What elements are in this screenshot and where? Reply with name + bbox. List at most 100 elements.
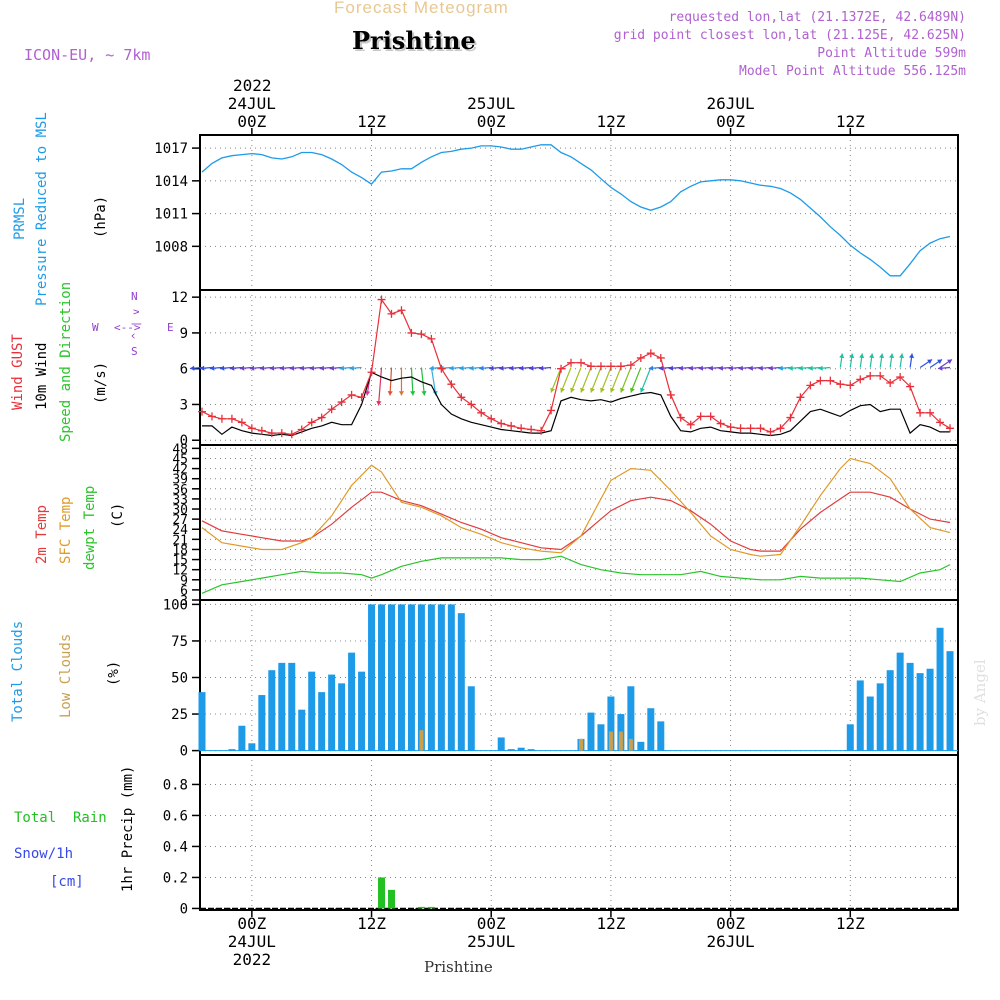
cloud-bar-total — [288, 662, 296, 751]
wind-arrow-head — [289, 365, 295, 371]
wind-arrow-head — [808, 365, 813, 371]
gust-marker — [916, 408, 925, 417]
cloud-bar-total — [198, 692, 206, 751]
y-tick-label: 1008 — [154, 239, 188, 255]
gust-marker — [806, 381, 815, 390]
wind-arrow-head — [818, 365, 823, 371]
gust-marker — [616, 362, 625, 371]
cloud-bar-total — [926, 668, 934, 751]
wind-arrow — [610, 367, 622, 393]
temp-dew-label: dewpt Temp — [82, 485, 98, 570]
wind-arrow-head — [469, 365, 474, 371]
cloud-bar-total — [886, 670, 894, 751]
cloud-bar-total — [328, 674, 336, 751]
wind-arrow-head — [768, 365, 773, 371]
wind-arrow-head — [937, 359, 943, 365]
credit-watermark: by Angel — [971, 659, 989, 726]
compass-arrows: <--> — [114, 321, 141, 334]
compass: N W <--> E S ^ | v — [88, 289, 178, 359]
cloud-bar-total — [856, 680, 864, 751]
gust-marker — [786, 413, 795, 422]
gust-label: Wind GUST — [10, 334, 26, 410]
wind-arrow — [550, 367, 562, 393]
wind-arrow-head — [688, 365, 694, 371]
x-year-label-bottom: 2022 — [233, 950, 272, 969]
gust-marker — [367, 368, 376, 377]
gust-marker — [766, 427, 775, 436]
y-tick-label: 1011 — [154, 207, 188, 223]
pressure-line — [201, 144, 951, 277]
wind-arrow-head — [738, 365, 744, 371]
wind-arrow-head — [376, 401, 382, 406]
gust-marker — [676, 413, 685, 422]
cloud-bar-total — [637, 741, 645, 751]
temp-sfc-label: SFC Temp — [58, 496, 74, 564]
wind-arrow-head — [938, 365, 943, 371]
gust-marker — [686, 420, 695, 429]
cloud-bar-total — [497, 737, 505, 751]
x-tick-label-top: 00Z — [237, 112, 266, 131]
cloud-bar-low — [628, 738, 633, 751]
wind-arrow-head — [239, 365, 245, 371]
x-date-label-top: 25JUL — [467, 94, 515, 113]
compass-west: W — [92, 321, 99, 334]
precip-bar — [387, 889, 395, 909]
gust-marker — [736, 424, 745, 433]
clouds-low-label: Low Clouds — [58, 633, 74, 718]
gust-marker — [507, 421, 516, 430]
cloud-bar-total — [587, 712, 595, 751]
cloud-bar-total — [318, 692, 326, 751]
gust-marker — [377, 295, 386, 304]
wind-arrow-head — [580, 387, 585, 393]
wind-arrow-head — [387, 391, 393, 396]
wind-arrow-head — [728, 365, 734, 371]
wind-unit: (m/s) — [93, 361, 109, 404]
y-tick-label: 48 — [172, 442, 188, 457]
wind-arrow-head — [610, 387, 615, 393]
x-date-label-bottom: 26JUL — [707, 932, 755, 951]
gust-marker — [227, 414, 236, 423]
gust-marker — [866, 371, 875, 380]
wind-arrow-head — [698, 365, 704, 371]
gust-marker — [317, 413, 326, 422]
cloud-bar-total — [647, 708, 655, 751]
gust-marker — [487, 414, 496, 423]
x-tick-label-top: 12Z — [596, 112, 625, 131]
cloud-bar-total — [268, 670, 276, 751]
wind-arrow — [580, 367, 592, 393]
cloud-bar-total — [298, 709, 306, 751]
cloud-bar-total — [417, 604, 425, 751]
wind-arrow-head — [449, 365, 454, 371]
gust-marker — [826, 376, 835, 385]
cloud-bar-total — [657, 721, 665, 751]
y-tick-label: 39 — [172, 473, 188, 488]
y-tick-label: 33 — [172, 493, 188, 508]
wind-arrow-head — [219, 365, 225, 371]
wind-arrow — [640, 367, 652, 393]
wind-arrow-head — [319, 365, 325, 371]
wind-arrow-head — [748, 365, 754, 371]
clouds-unit: (%) — [106, 660, 122, 686]
x-tick-label-bottom: 00Z — [477, 914, 506, 933]
gust-marker — [557, 364, 566, 373]
cloud-bar-low — [618, 731, 623, 751]
wind-arrow-head — [600, 387, 605, 393]
gust-marker — [407, 328, 416, 337]
x-tick-label-top: 00Z — [716, 112, 745, 131]
compass-south: S — [131, 345, 138, 358]
y-tick-label: 9 — [180, 326, 188, 342]
wind-arrow-head — [839, 353, 845, 359]
gust-marker — [816, 376, 825, 385]
wind-arrow-head — [778, 365, 783, 371]
y-tick-label: 3 — [180, 397, 188, 413]
cloud-bar-total — [248, 743, 256, 751]
gust-marker — [397, 306, 406, 315]
x-tick-label-bottom: 12Z — [357, 914, 386, 933]
wind-arrow — [590, 367, 602, 393]
wind-arrow — [630, 367, 642, 393]
cloud-bar-total — [447, 604, 455, 751]
y-tick-label: 25 — [171, 707, 188, 723]
wind-arrow-head — [189, 365, 195, 371]
temp2m-label: 2m Temp — [34, 504, 50, 564]
x-tick-label-top: 00Z — [477, 112, 506, 131]
